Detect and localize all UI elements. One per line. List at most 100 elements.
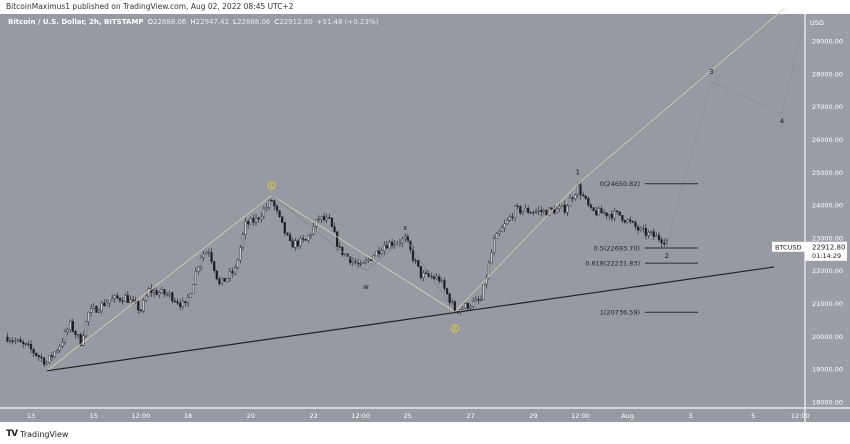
candle-body	[268, 200, 271, 208]
candle-body	[79, 334, 82, 346]
last-price-tag	[805, 241, 847, 261]
candle-body	[231, 271, 234, 274]
candle-body	[351, 261, 354, 263]
candle-body	[330, 217, 334, 227]
candle-body	[262, 208, 265, 217]
candle-body	[513, 205, 517, 219]
candle-body	[194, 271, 197, 285]
candle-body	[477, 298, 480, 301]
wave-label: w	[363, 283, 369, 291]
candle-body	[419, 266, 422, 278]
candle-body	[626, 219, 629, 223]
candle-body	[493, 238, 496, 253]
price-chart[interactable]: Bitcoin / U.S. Dollar, 2h, BITSTAMP O2288…	[0, 0, 850, 424]
candle-body	[131, 299, 135, 301]
candle-body	[610, 214, 613, 219]
candle-body	[466, 303, 470, 309]
subwave-line	[271, 194, 456, 312]
candle-body	[367, 259, 370, 261]
candle-body	[422, 272, 425, 278]
candle-body	[304, 239, 307, 241]
support-trendline	[46, 266, 775, 372]
candle-body	[388, 241, 391, 249]
footer-brand: TradingView	[20, 429, 69, 439]
legend-h: 22947.42	[196, 18, 229, 26]
wave-circle-icon	[267, 181, 276, 190]
legend-c: 22912.80	[279, 18, 312, 26]
candle-body	[71, 320, 74, 332]
candle-body	[613, 210, 616, 219]
wave-label: 3	[709, 68, 713, 76]
candle-body	[181, 301, 184, 307]
candle-body	[469, 306, 472, 309]
candle-body	[500, 227, 504, 232]
candle-body	[283, 222, 286, 234]
candle-body	[647, 232, 650, 236]
candle-body	[8, 340, 12, 342]
candle-body	[63, 331, 67, 343]
candle-body	[519, 206, 522, 214]
candle-body	[545, 210, 548, 216]
candle-body	[445, 288, 449, 295]
time-tick: 18	[184, 412, 192, 420]
candle-body	[548, 207, 551, 216]
candle-body	[495, 233, 498, 239]
wave-label: y	[453, 308, 456, 314]
candle-body	[618, 211, 621, 216]
candle-body	[657, 235, 661, 240]
candle-body	[631, 221, 634, 223]
candle-body	[482, 284, 485, 300]
candle-body	[118, 297, 122, 301]
legend: Bitcoin / U.S. Dollar, 2h, BITSTAMP O2288…	[8, 18, 379, 26]
candle-body	[27, 343, 30, 345]
candle-body	[37, 355, 40, 358]
candle-body	[6, 336, 9, 342]
price-tick: 29000.00	[812, 38, 843, 46]
tradingview-logo[interactable]: TV TradingView	[6, 429, 68, 439]
candle-body	[602, 212, 606, 214]
candle-body	[349, 256, 352, 263]
candle-body	[534, 210, 538, 213]
candle-body	[563, 204, 566, 213]
candle-body	[527, 208, 530, 213]
wave-line	[271, 194, 456, 313]
candle-body	[40, 356, 43, 359]
candle-body	[66, 329, 69, 333]
candle-body	[579, 184, 582, 196]
candle-body	[286, 232, 289, 236]
candle-body	[61, 341, 64, 347]
candle-body	[623, 220, 627, 223]
candle-body	[328, 217, 331, 219]
publisher-note: BitcoinMaximus1 published on TradingView…	[6, 2, 294, 11]
candle-body	[257, 217, 260, 220]
candle-body	[176, 301, 179, 304]
candle-body	[639, 228, 642, 231]
candle-body	[16, 339, 20, 341]
candle-body	[226, 278, 229, 282]
time-tick: 5	[751, 412, 755, 420]
candle-body	[540, 210, 543, 213]
candle-body	[53, 351, 56, 358]
price-tick: 19000.00	[812, 366, 843, 374]
candle-body	[650, 231, 653, 233]
candle-body	[425, 272, 428, 274]
price-tick: 26000.00	[812, 136, 843, 144]
price-tick: 18000.00	[812, 399, 843, 407]
candle-body	[595, 210, 598, 216]
candle-body	[142, 300, 145, 312]
candle-body	[508, 216, 511, 221]
candle-body	[584, 195, 587, 199]
candle-body	[576, 184, 579, 196]
candle-body	[616, 210, 619, 213]
candle-body	[29, 344, 33, 350]
candle-body	[150, 288, 153, 293]
fib-level-label: 1(20736.59)	[600, 309, 640, 317]
candle-body	[364, 260, 368, 263]
candle-body	[275, 205, 279, 211]
time-tick: 12:00	[132, 412, 151, 420]
candle-body	[58, 346, 61, 351]
candle-body	[375, 250, 378, 257]
candle-body	[42, 357, 46, 365]
candle-body	[281, 216, 284, 223]
candle-body	[317, 218, 320, 221]
